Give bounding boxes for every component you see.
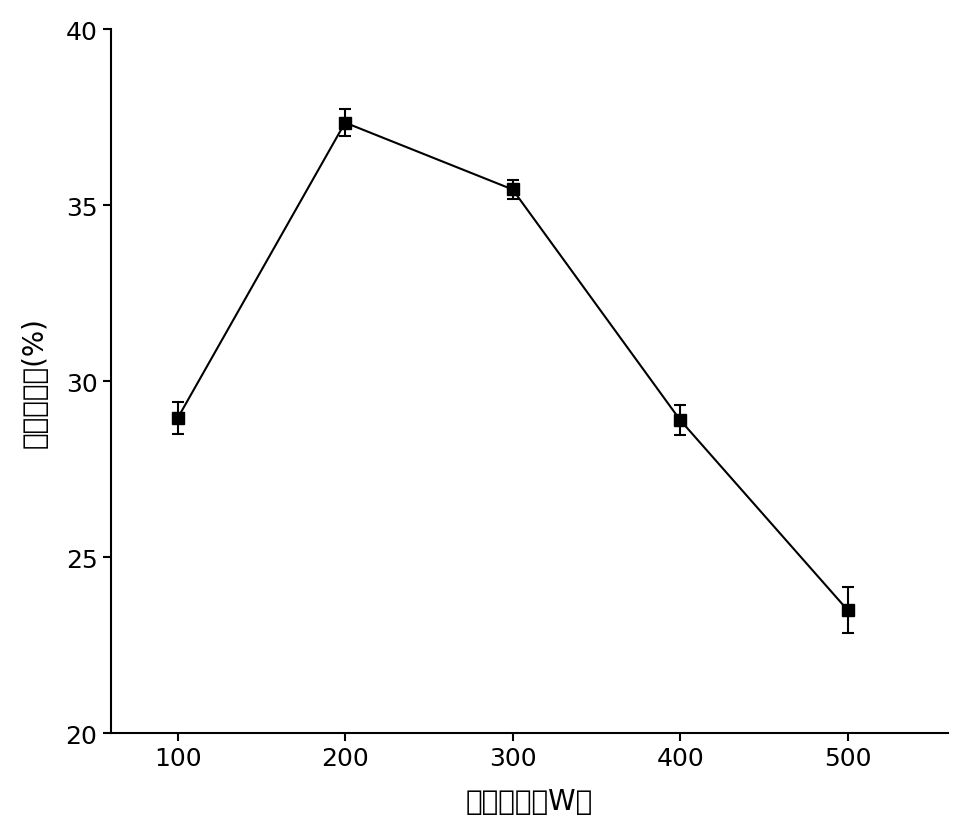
X-axis label: 微波功率（W）: 微波功率（W） <box>466 788 593 815</box>
Y-axis label: 辛酸插入率(%): 辛酸插入率(%) <box>20 317 48 447</box>
